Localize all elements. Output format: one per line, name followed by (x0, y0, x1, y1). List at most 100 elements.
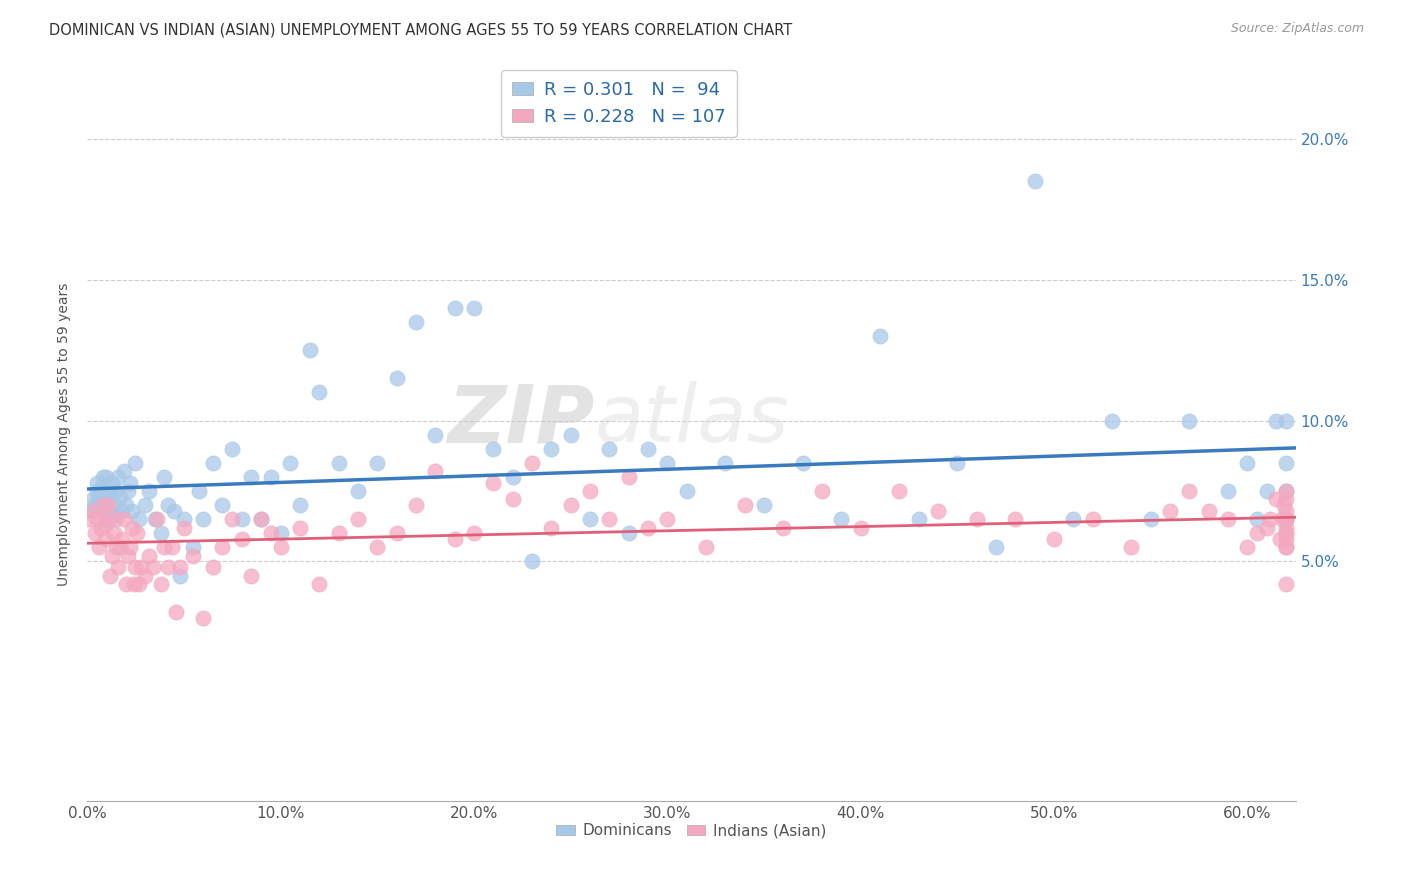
Point (1178, 414, 1201, 428)
Point (1139, 512, 1161, 526)
Point (657, 456, 679, 470)
Point (86, 483, 108, 498)
Point (347, 512, 370, 526)
Point (98, 483, 121, 498)
Point (134, 498, 156, 512)
Point (260, 470, 283, 484)
Point (984, 541, 1007, 555)
Point (105, 512, 128, 526)
Point (169, 560, 191, 574)
Point (240, 470, 263, 484)
Point (734, 498, 756, 512)
Point (1159, 504, 1181, 518)
Point (118, 541, 141, 555)
Point (385, 371, 408, 385)
Point (143, 512, 166, 526)
Point (121, 504, 143, 518)
Point (1236, 541, 1258, 555)
Text: atlas: atlas (595, 381, 789, 459)
Point (1062, 512, 1084, 526)
Point (347, 483, 370, 498)
Point (1216, 512, 1239, 526)
Point (157, 498, 180, 512)
Point (869, 329, 891, 343)
Point (114, 577, 136, 591)
Point (540, 521, 562, 535)
Point (1275, 577, 1298, 591)
Point (105, 507, 128, 521)
Point (112, 512, 135, 526)
Point (1256, 521, 1278, 535)
Point (153, 470, 176, 484)
Point (657, 512, 679, 526)
Point (231, 512, 253, 526)
Point (278, 456, 301, 470)
Point (1265, 492, 1288, 507)
Point (617, 470, 640, 484)
Point (1275, 483, 1298, 498)
Point (598, 512, 620, 526)
Point (1275, 526, 1298, 541)
Point (201, 560, 224, 574)
Point (82, 492, 104, 507)
Point (82, 504, 104, 518)
Point (385, 526, 408, 541)
Point (105, 541, 128, 555)
Point (124, 456, 146, 470)
Point (752, 498, 775, 512)
Point (103, 498, 125, 512)
Point (443, 301, 465, 315)
Point (502, 492, 524, 507)
Point (90, 481, 112, 495)
Point (308, 385, 330, 400)
Point (108, 490, 131, 504)
Point (111, 532, 134, 546)
Point (889, 483, 911, 498)
Point (91, 498, 114, 512)
Point (1236, 456, 1258, 470)
Point (201, 456, 224, 470)
Point (1275, 504, 1298, 518)
Point (946, 456, 969, 470)
Point (93, 487, 115, 501)
Point (149, 526, 172, 541)
Point (96, 470, 118, 484)
Point (1043, 532, 1066, 546)
Point (637, 442, 659, 456)
Point (1260, 512, 1282, 526)
Y-axis label: Unemployment Among Ages 55 to 59 years: Unemployment Among Ages 55 to 59 years (58, 283, 72, 586)
Point (98, 568, 121, 582)
Point (188, 483, 211, 498)
Point (122, 577, 145, 591)
Point (270, 526, 292, 541)
Point (1275, 521, 1298, 535)
Point (149, 577, 172, 591)
Point (1275, 541, 1298, 555)
Point (288, 498, 311, 512)
Point (134, 568, 156, 582)
Point (830, 512, 852, 526)
Point (308, 577, 330, 591)
Point (520, 456, 543, 470)
Point (93, 517, 115, 532)
Point (907, 512, 929, 526)
Point (579, 483, 602, 498)
Point (927, 504, 949, 518)
Point (540, 442, 562, 456)
Point (463, 301, 485, 315)
Point (163, 504, 186, 518)
Point (157, 560, 180, 574)
Point (101, 549, 124, 563)
Point (128, 577, 150, 591)
Point (77, 512, 100, 526)
Point (240, 568, 263, 582)
Point (637, 521, 659, 535)
Point (425, 427, 447, 442)
Point (173, 521, 195, 535)
Point (260, 526, 283, 541)
Point (1216, 483, 1239, 498)
Point (96, 512, 118, 526)
Point (598, 442, 620, 456)
Point (328, 526, 350, 541)
Point (1275, 512, 1298, 526)
